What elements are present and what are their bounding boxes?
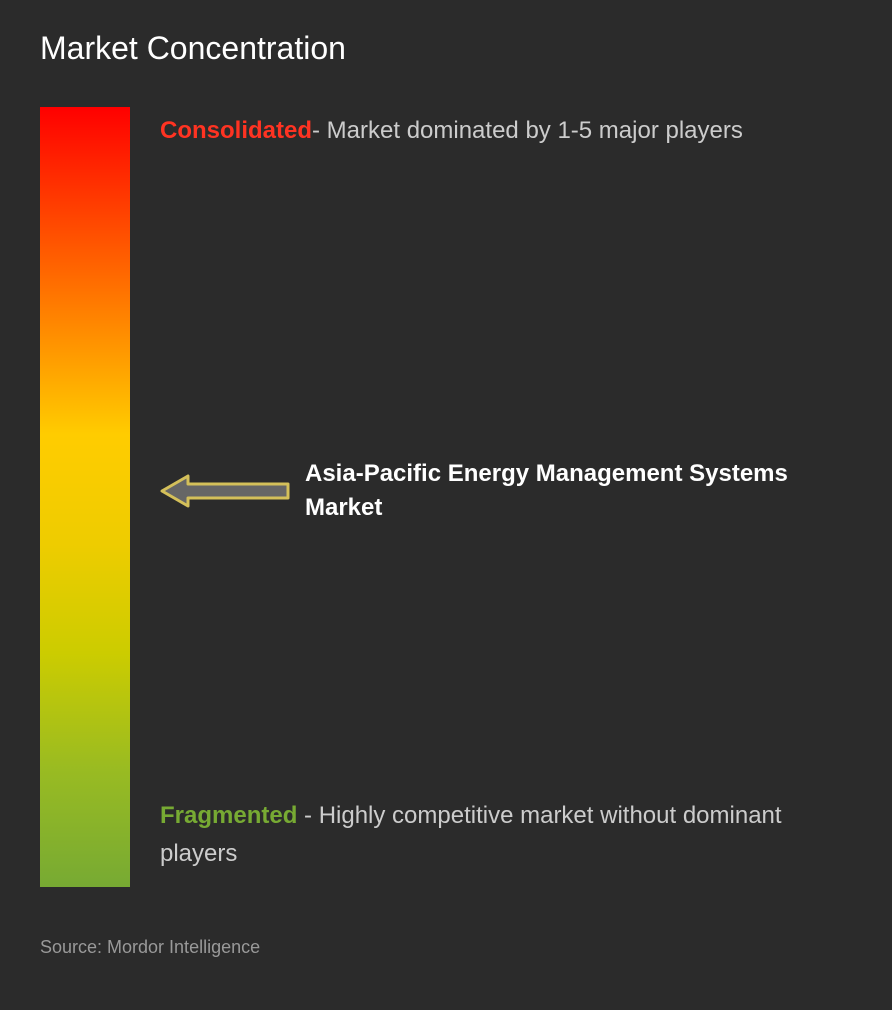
chart-title: Market Concentration [40,30,852,67]
arrow-left-icon [160,473,290,509]
fragmented-description: Fragmented - Highly competitive market w… [160,797,852,874]
consolidated-label: Consolidated [160,117,312,144]
consolidated-description: Consolidated- Market dominated by 1-5 ma… [160,112,852,150]
gradient-scale-bar [40,107,130,887]
fragmented-label: Fragmented [160,802,297,829]
consolidated-text: - Market dominated by 1-5 major players [312,117,743,144]
descriptions-column: Consolidated- Market dominated by 1-5 ma… [160,107,852,887]
source-attribution: Source: Mordor Intelligence [40,937,852,958]
market-pointer: Asia-Pacific Energy Management Systems M… [160,457,852,524]
market-name-label: Asia-Pacific Energy Management Systems M… [305,457,852,524]
chart-content: Consolidated- Market dominated by 1-5 ma… [40,107,852,887]
